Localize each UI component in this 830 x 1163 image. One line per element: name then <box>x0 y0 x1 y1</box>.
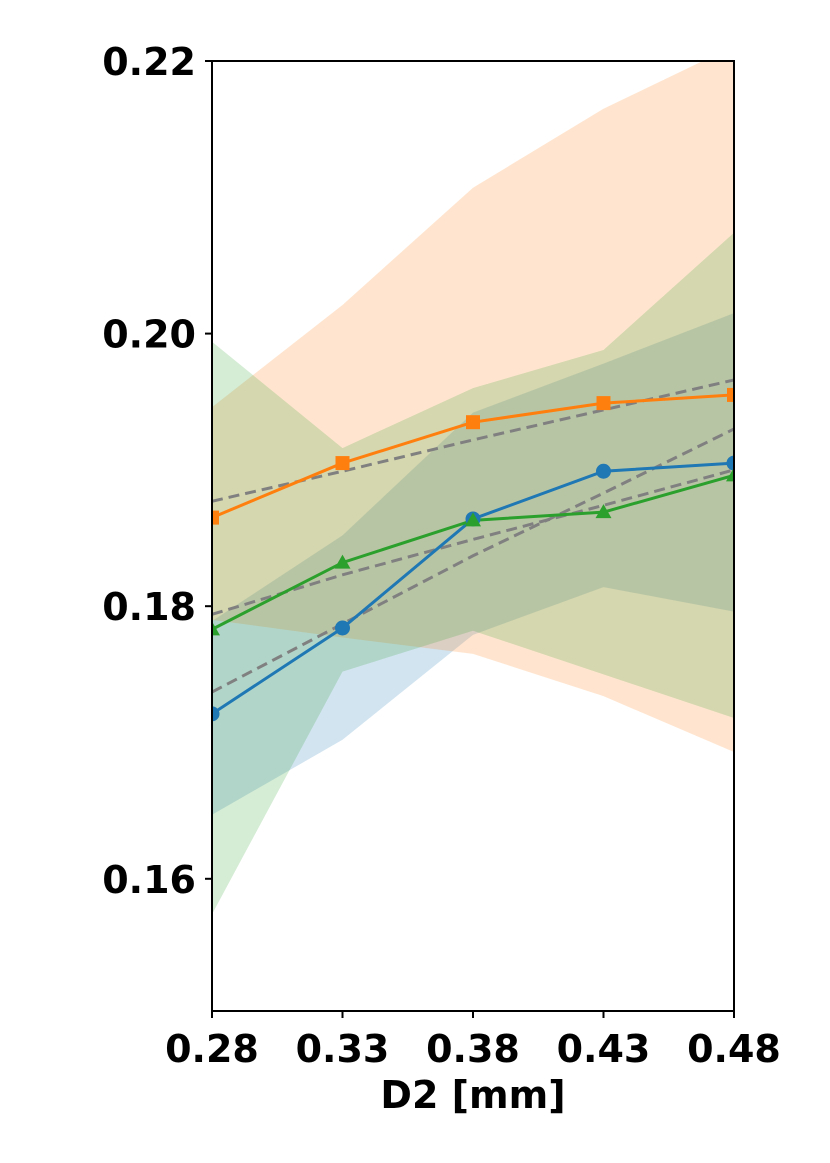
x-tick-label-2: 0.33 <box>296 1027 390 1071</box>
x-tick-label-3: 0.38 <box>426 1027 520 1071</box>
x-tick-label-4: 0.43 <box>557 1027 651 1071</box>
point-series-2-1 <box>212 510 219 525</box>
point-series-2-5 <box>727 387 734 402</box>
point-series-2-2 <box>335 456 350 471</box>
confidence-bands <box>212 61 734 915</box>
series-markers <box>212 387 734 722</box>
point-series-3-1 <box>212 621 220 636</box>
x-tick-label-1: 0.28 <box>165 1027 259 1071</box>
trend-line-series-3 <box>212 468 734 616</box>
point-series-2-4 <box>596 396 611 411</box>
x-axis-ticks: 0.28 0.33 0.38 0.43 0.48 <box>165 1011 781 1071</box>
y-tick-label-2: 0.18 <box>102 585 196 629</box>
x-tick-label-5: 0.48 <box>687 1027 781 1071</box>
y-tick-label-4: 0.22 <box>102 40 196 84</box>
point-series-3-5 <box>726 467 734 482</box>
point-series-3-4 <box>595 504 612 519</box>
band-series-1 <box>212 313 734 815</box>
point-series-2-3 <box>466 415 480 430</box>
point-series-1-4 <box>596 463 611 479</box>
y-tick-label-3: 0.20 <box>102 313 196 357</box>
y-axis-ticks: 0.16 0.18 0.20 0.22 <box>102 40 212 902</box>
trend-line-series-1 <box>212 427 734 694</box>
point-series-3-2 <box>334 554 351 569</box>
band-series-2 <box>212 61 734 753</box>
y-tick-label-1: 0.16 <box>102 858 196 902</box>
x-axis-label: D2 [mm] <box>380 1073 565 1117</box>
point-series-3-3 <box>465 512 481 527</box>
point-series-1-2 <box>335 620 350 636</box>
point-series-1-1 <box>212 706 220 722</box>
point-series-1-5 <box>726 455 734 471</box>
